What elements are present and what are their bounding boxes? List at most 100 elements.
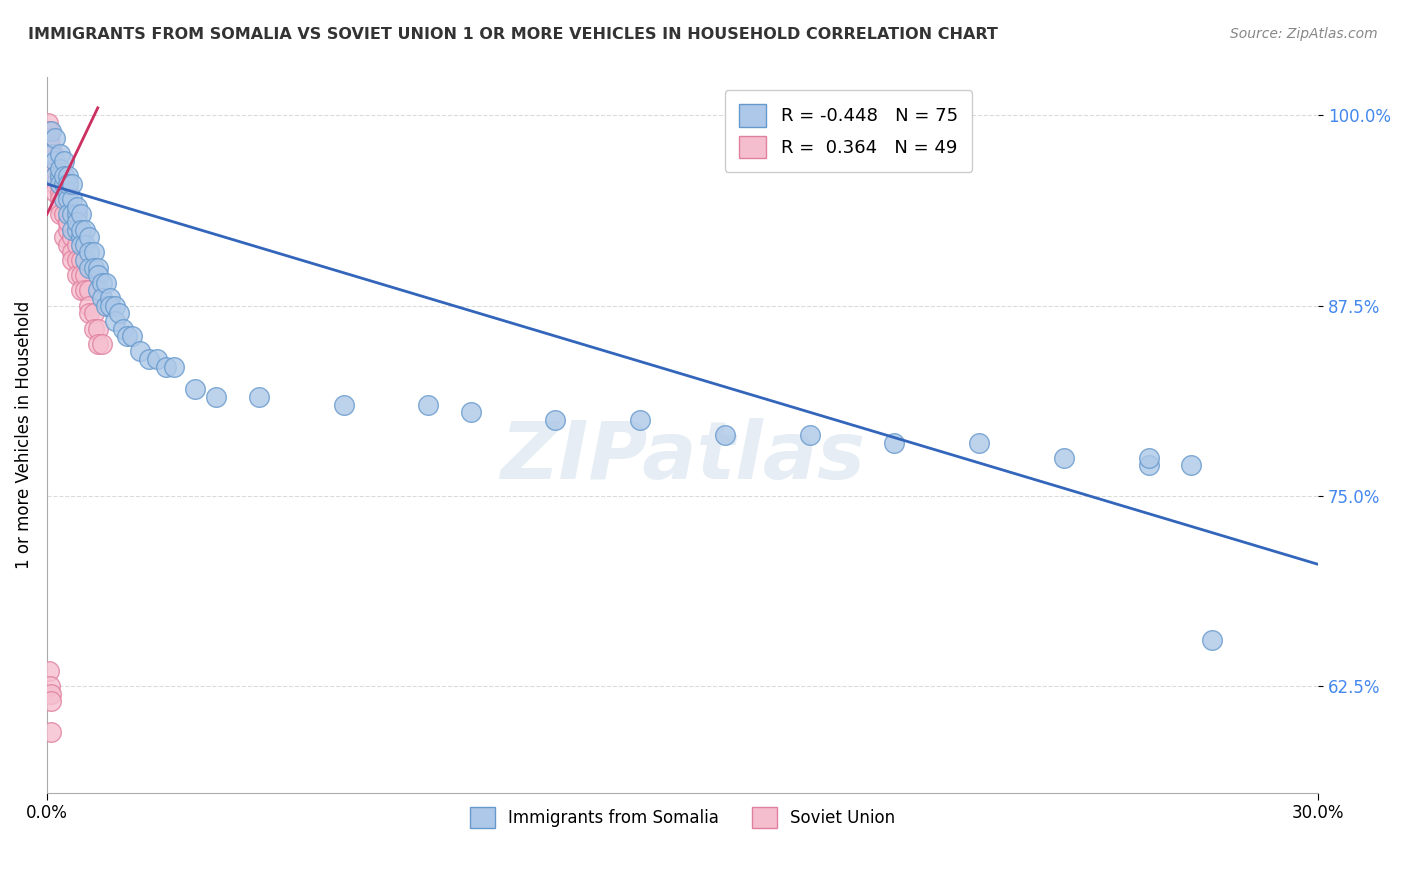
Point: [112, 321, 135, 335]
Point: [60, 230, 83, 244]
Point: [60, 253, 83, 268]
Point: [52, 192, 75, 206]
Point: [77, 306, 100, 320]
Point: [138, 351, 160, 366]
Point: [60, 222, 83, 236]
Point: [60, 207, 83, 221]
Point: [69, 207, 91, 221]
Point: [69, 222, 91, 236]
Point: [77, 245, 100, 260]
Point: [1053, 450, 1076, 465]
Point: [1180, 458, 1202, 473]
Point: [1137, 450, 1160, 465]
Point: [104, 314, 127, 328]
Point: [65, 200, 87, 214]
Point: [56, 215, 79, 229]
Point: [56, 237, 79, 252]
Point: [117, 329, 139, 343]
Point: [65, 253, 87, 268]
Point: [77, 299, 100, 313]
Point: [77, 230, 100, 244]
Point: [39, 139, 62, 153]
Point: [65, 215, 87, 229]
Point: [44, 154, 66, 169]
Point: [91, 291, 114, 305]
Point: [56, 207, 79, 221]
Point: [155, 359, 177, 374]
Point: [87, 336, 110, 351]
Point: [48, 177, 70, 191]
Point: [883, 435, 905, 450]
Point: [48, 207, 70, 221]
Point: [205, 390, 228, 404]
Point: [83, 321, 105, 335]
Point: [77, 260, 100, 275]
Point: [39, 679, 62, 693]
Point: [44, 161, 66, 176]
Point: [38, 131, 60, 145]
Point: [38, 664, 60, 678]
Point: [39, 154, 62, 169]
Point: [77, 284, 100, 298]
Point: [56, 192, 79, 206]
Text: Source: ZipAtlas.com: Source: ZipAtlas.com: [1230, 27, 1378, 41]
Point: [73, 222, 96, 236]
Point: [56, 169, 79, 184]
Point: [332, 398, 354, 412]
Point: [121, 329, 143, 343]
Point: [39, 687, 62, 701]
Point: [44, 177, 66, 191]
Point: [108, 306, 131, 320]
Point: [60, 192, 83, 206]
Point: [44, 185, 66, 199]
Point: [39, 694, 62, 708]
Point: [48, 200, 70, 214]
Text: IMMIGRANTS FROM SOMALIA VS SOVIET UNION 1 OR MORE VEHICLES IN HOUSEHOLD CORRELAT: IMMIGRANTS FROM SOMALIA VS SOVIET UNION …: [28, 27, 998, 42]
Point: [96, 299, 118, 313]
Point: [73, 237, 96, 252]
Point: [44, 169, 66, 184]
Point: [87, 284, 110, 298]
Point: [146, 351, 169, 366]
Point: [73, 253, 96, 268]
Point: [39, 124, 62, 138]
Point: [65, 207, 87, 221]
Y-axis label: 1 or more Vehicles in Household: 1 or more Vehicles in Household: [15, 301, 32, 569]
Point: [104, 299, 127, 313]
Point: [44, 131, 66, 145]
Point: [42, 161, 65, 176]
Point: [69, 284, 91, 298]
Point: [42, 146, 65, 161]
Point: [48, 192, 70, 206]
Point: [37, 116, 59, 130]
Point: [129, 344, 152, 359]
Point: [69, 268, 91, 283]
Point: [418, 398, 440, 412]
Point: [48, 146, 70, 161]
Point: [39, 146, 62, 161]
Point: [87, 321, 110, 335]
Point: [56, 222, 79, 236]
Point: [52, 230, 75, 244]
Point: [56, 215, 79, 229]
Point: [39, 146, 62, 161]
Point: [65, 237, 87, 252]
Point: [460, 405, 482, 419]
Point: [60, 177, 83, 191]
Point: [100, 291, 122, 305]
Point: [48, 177, 70, 191]
Point: [56, 177, 79, 191]
Point: [967, 435, 990, 450]
Point: [83, 306, 105, 320]
Point: [44, 169, 66, 184]
Point: [184, 383, 207, 397]
Point: [1201, 633, 1223, 648]
Point: [87, 268, 110, 283]
Point: [39, 161, 62, 176]
Point: [65, 268, 87, 283]
Legend: Immigrants from Somalia, Soviet Union: Immigrants from Somalia, Soviet Union: [463, 801, 903, 834]
Text: ZIPatlas: ZIPatlas: [501, 417, 865, 495]
Point: [69, 237, 91, 252]
Point: [628, 413, 651, 427]
Point: [83, 260, 105, 275]
